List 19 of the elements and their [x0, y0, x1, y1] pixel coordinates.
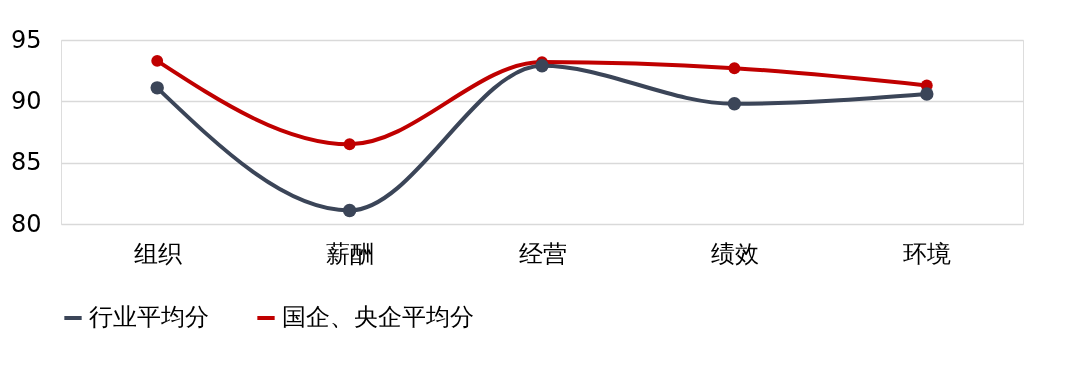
point — [151, 54, 164, 67]
x-tick-label: 环境 — [903, 239, 952, 268]
point — [343, 138, 356, 151]
legend-label: 行业平均分 — [89, 303, 209, 331]
point — [342, 203, 357, 218]
point — [727, 97, 742, 111]
x-tick-label: 经营 — [518, 239, 567, 268]
point — [728, 62, 741, 75]
x-tick-label: 绩效 — [710, 239, 759, 268]
legend-label: 国企、央企平均分 — [282, 303, 474, 331]
y-tick-label: 90 — [10, 86, 42, 115]
point — [535, 59, 549, 73]
y-tick-label: 85 — [10, 148, 42, 177]
y-tick-label: 95 — [10, 25, 42, 54]
point — [150, 81, 164, 95]
x-tick-label: 组织 — [133, 239, 182, 268]
point — [920, 87, 934, 101]
x-tick-label: 薪酬 — [326, 239, 375, 268]
y-tick-label: 80 — [10, 209, 42, 238]
